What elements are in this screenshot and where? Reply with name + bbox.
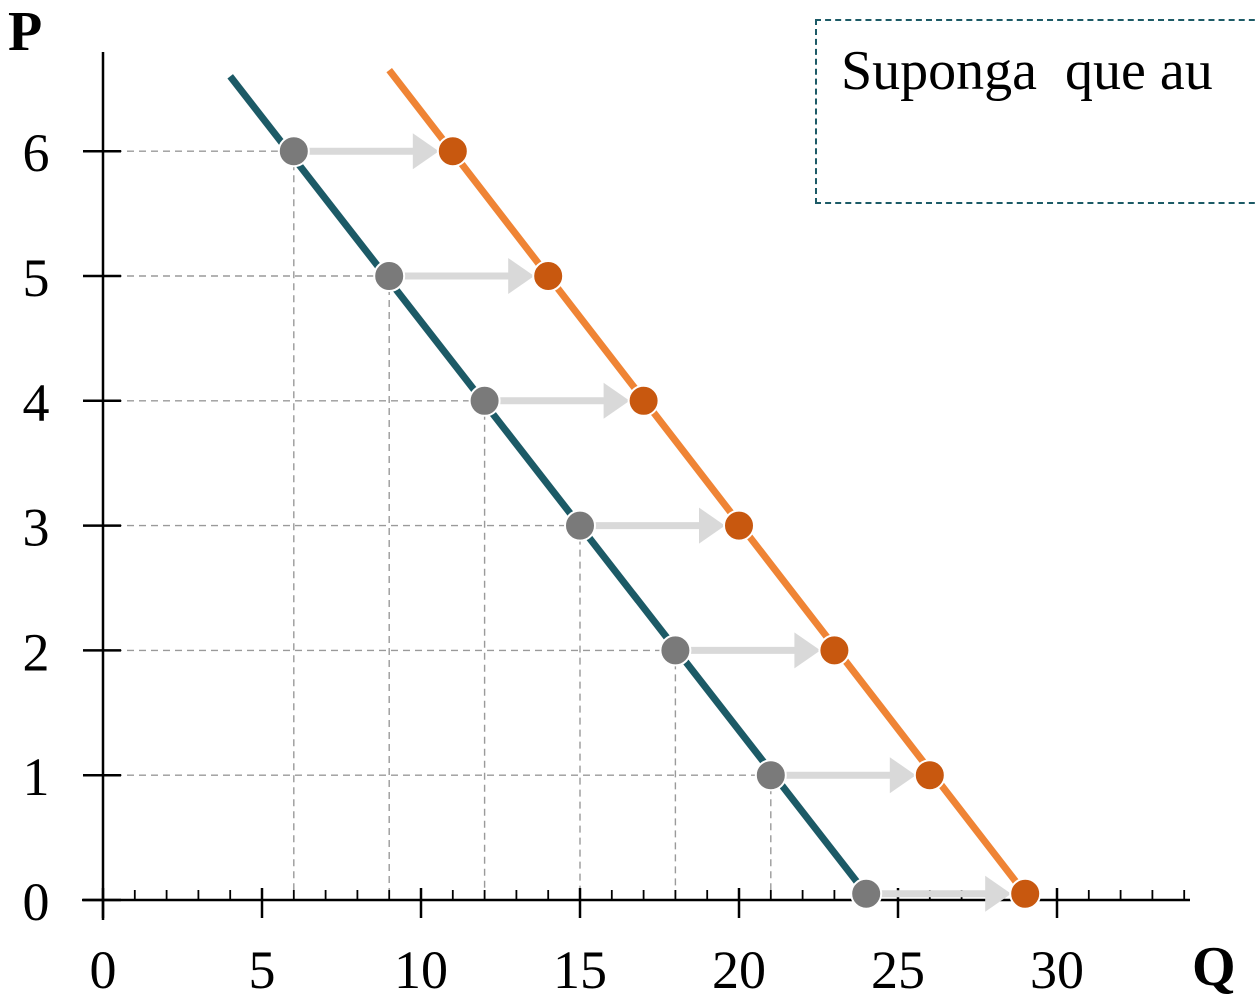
- shift-arrow-head: [794, 632, 821, 669]
- data-point-series-1: [564, 509, 596, 542]
- data-point-series-2: [913, 759, 946, 792]
- x-tick-label: 20: [712, 940, 766, 1000]
- demand-curve-1: [227, 74, 869, 896]
- shift-arrow-head: [985, 875, 1012, 912]
- x-tick-label: 5: [249, 940, 276, 1000]
- x-tick-label: 30: [1030, 940, 1084, 1000]
- data-point-series-2: [627, 384, 660, 417]
- data-point-series-2: [723, 509, 755, 542]
- y-tick-label: 2: [23, 622, 50, 682]
- x-axis-title: Q: [1192, 936, 1236, 998]
- tick-labels: 0 5 10 15 20 25 30 0 1 2 3 4 5 6: [23, 123, 1085, 1000]
- x-tick-label: 25: [871, 940, 925, 1000]
- y-tick-label: 6: [23, 123, 50, 183]
- y-axis-title: P: [8, 1, 42, 63]
- data-point-series-2: [436, 135, 469, 168]
- data-point-series-1: [373, 260, 406, 292]
- ticks: [83, 149, 1186, 918]
- data-point-series-1: [468, 384, 501, 417]
- x-tick-label: 15: [553, 940, 607, 1000]
- data-point-series-2: [1009, 877, 1042, 910]
- shift-arrow-head: [603, 382, 630, 419]
- y-tick-label: 0: [23, 872, 50, 932]
- shift-arrow-head: [508, 258, 535, 294]
- data-point-series-1: [277, 135, 310, 168]
- data-point-series-1: [659, 634, 692, 667]
- shift-arrow-head: [699, 507, 725, 544]
- note-box: Suponga que au: [815, 19, 1255, 204]
- demand-curve-2: [386, 67, 1028, 896]
- data-point-series-1: [850, 877, 883, 910]
- y-tick-label: 1: [23, 747, 50, 807]
- shift-arrows: [307, 133, 1012, 912]
- data-point-series-1: [754, 759, 787, 792]
- x-tick-label: 0: [90, 940, 117, 1000]
- shift-arrow-head: [889, 757, 916, 794]
- guide-lines: [103, 150, 772, 900]
- data-point-series-2: [532, 260, 565, 292]
- y-tick-label: 5: [23, 248, 50, 308]
- note-text: Suponga que au: [841, 40, 1213, 102]
- y-tick-label: 3: [23, 498, 50, 558]
- data-point-series-2: [818, 634, 851, 667]
- y-tick-label: 4: [23, 373, 50, 433]
- data-points: [277, 135, 1042, 910]
- demand-curves: [227, 67, 1028, 896]
- x-tick-label: 10: [394, 940, 448, 1000]
- shift-arrow-head: [412, 133, 439, 170]
